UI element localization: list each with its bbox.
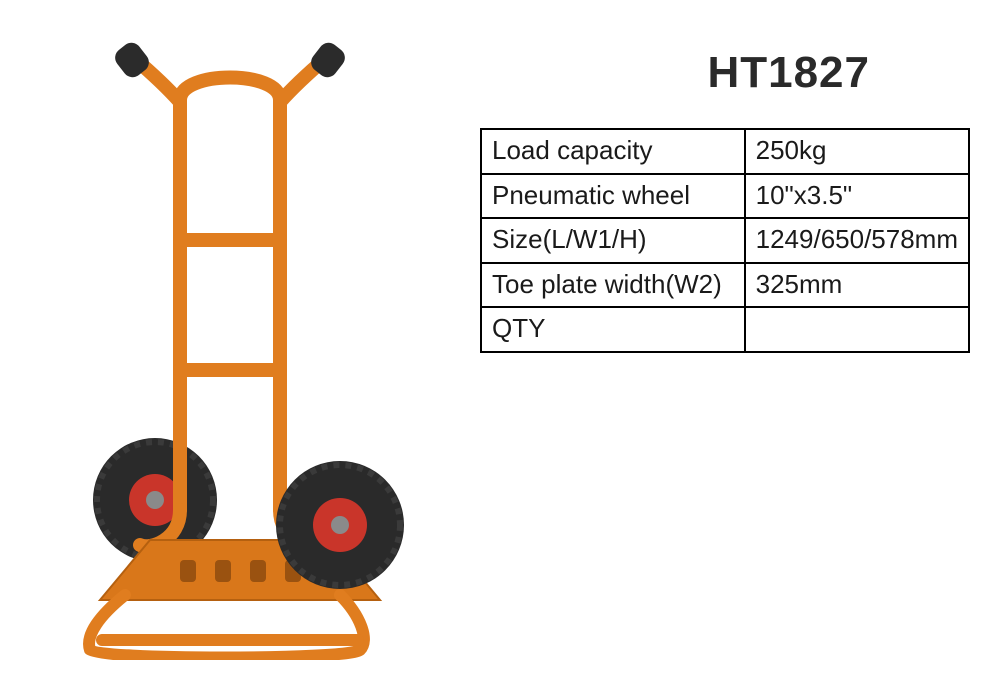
product-illustration: [30, 40, 450, 660]
spec-value: [745, 307, 969, 352]
spec-label: Pneumatic wheel: [481, 174, 745, 219]
spec-label: Size(L/W1/H): [481, 218, 745, 263]
spec-label: QTY: [481, 307, 745, 352]
table-row: Size(L/W1/H) 1249/650/578mm: [481, 218, 969, 263]
spec-table-body: Load capacity 250kg Pneumatic wheel 10"x…: [481, 129, 969, 352]
spec-table: Load capacity 250kg Pneumatic wheel 10"x…: [480, 128, 970, 353]
spec-value: 250kg: [745, 129, 969, 174]
hand-truck-svg: [30, 40, 450, 660]
nose-extension: [89, 595, 364, 658]
table-row: Pneumatic wheel 10"x3.5": [481, 174, 969, 219]
spec-value: 325mm: [745, 263, 969, 308]
spec-value: 10"x3.5": [745, 174, 969, 219]
wheel-front: [276, 461, 404, 589]
spec-value: 1249/650/578mm: [745, 218, 969, 263]
spec-label: Toe plate width(W2): [481, 263, 745, 308]
spec-label: Load capacity: [481, 129, 745, 174]
model-title: HT1827: [707, 48, 870, 98]
table-row: QTY: [481, 307, 969, 352]
page: HT1827 Load capacity 250kg Pneumatic whe…: [0, 0, 1000, 700]
table-row: Load capacity 250kg: [481, 129, 969, 174]
table-row: Toe plate width(W2) 325mm: [481, 263, 969, 308]
